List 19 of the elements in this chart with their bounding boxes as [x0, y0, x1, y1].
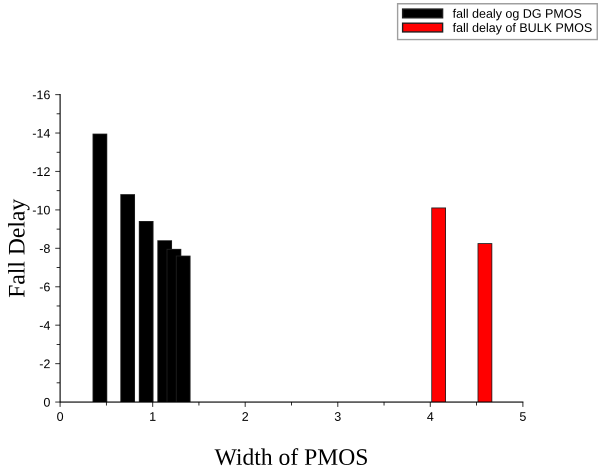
y-axis-title: Fall Delay — [8, 198, 30, 298]
y-tick-label: -12 — [32, 167, 50, 176]
y-tick-label: -6 — [40, 282, 50, 292]
x-tick-label: 2 — [242, 412, 248, 421]
legend-label: fall delay of BULK PMOS — [452, 22, 592, 35]
y-tick-label: -16 — [32, 90, 50, 100]
y-tick-label: -2 — [40, 359, 50, 368]
x-tick-label: 4 — [427, 412, 434, 421]
x-tick-label: 3 — [334, 412, 341, 421]
x-tick-label: 5 — [520, 412, 526, 421]
y-tick-label: -4 — [40, 321, 50, 330]
x-tick-label: 0 — [57, 412, 64, 421]
legend-label: fall dealy og DG PMOS — [452, 8, 582, 20]
y-tick-label: -10 — [32, 206, 50, 215]
y-tick-label: -8 — [40, 244, 50, 253]
y-tick-label: 0 — [44, 398, 50, 407]
y-tick-label: -14 — [32, 128, 50, 138]
x-tick-label: 1 — [150, 412, 156, 421]
x-axis-title: Width of PMOS — [214, 448, 367, 466]
